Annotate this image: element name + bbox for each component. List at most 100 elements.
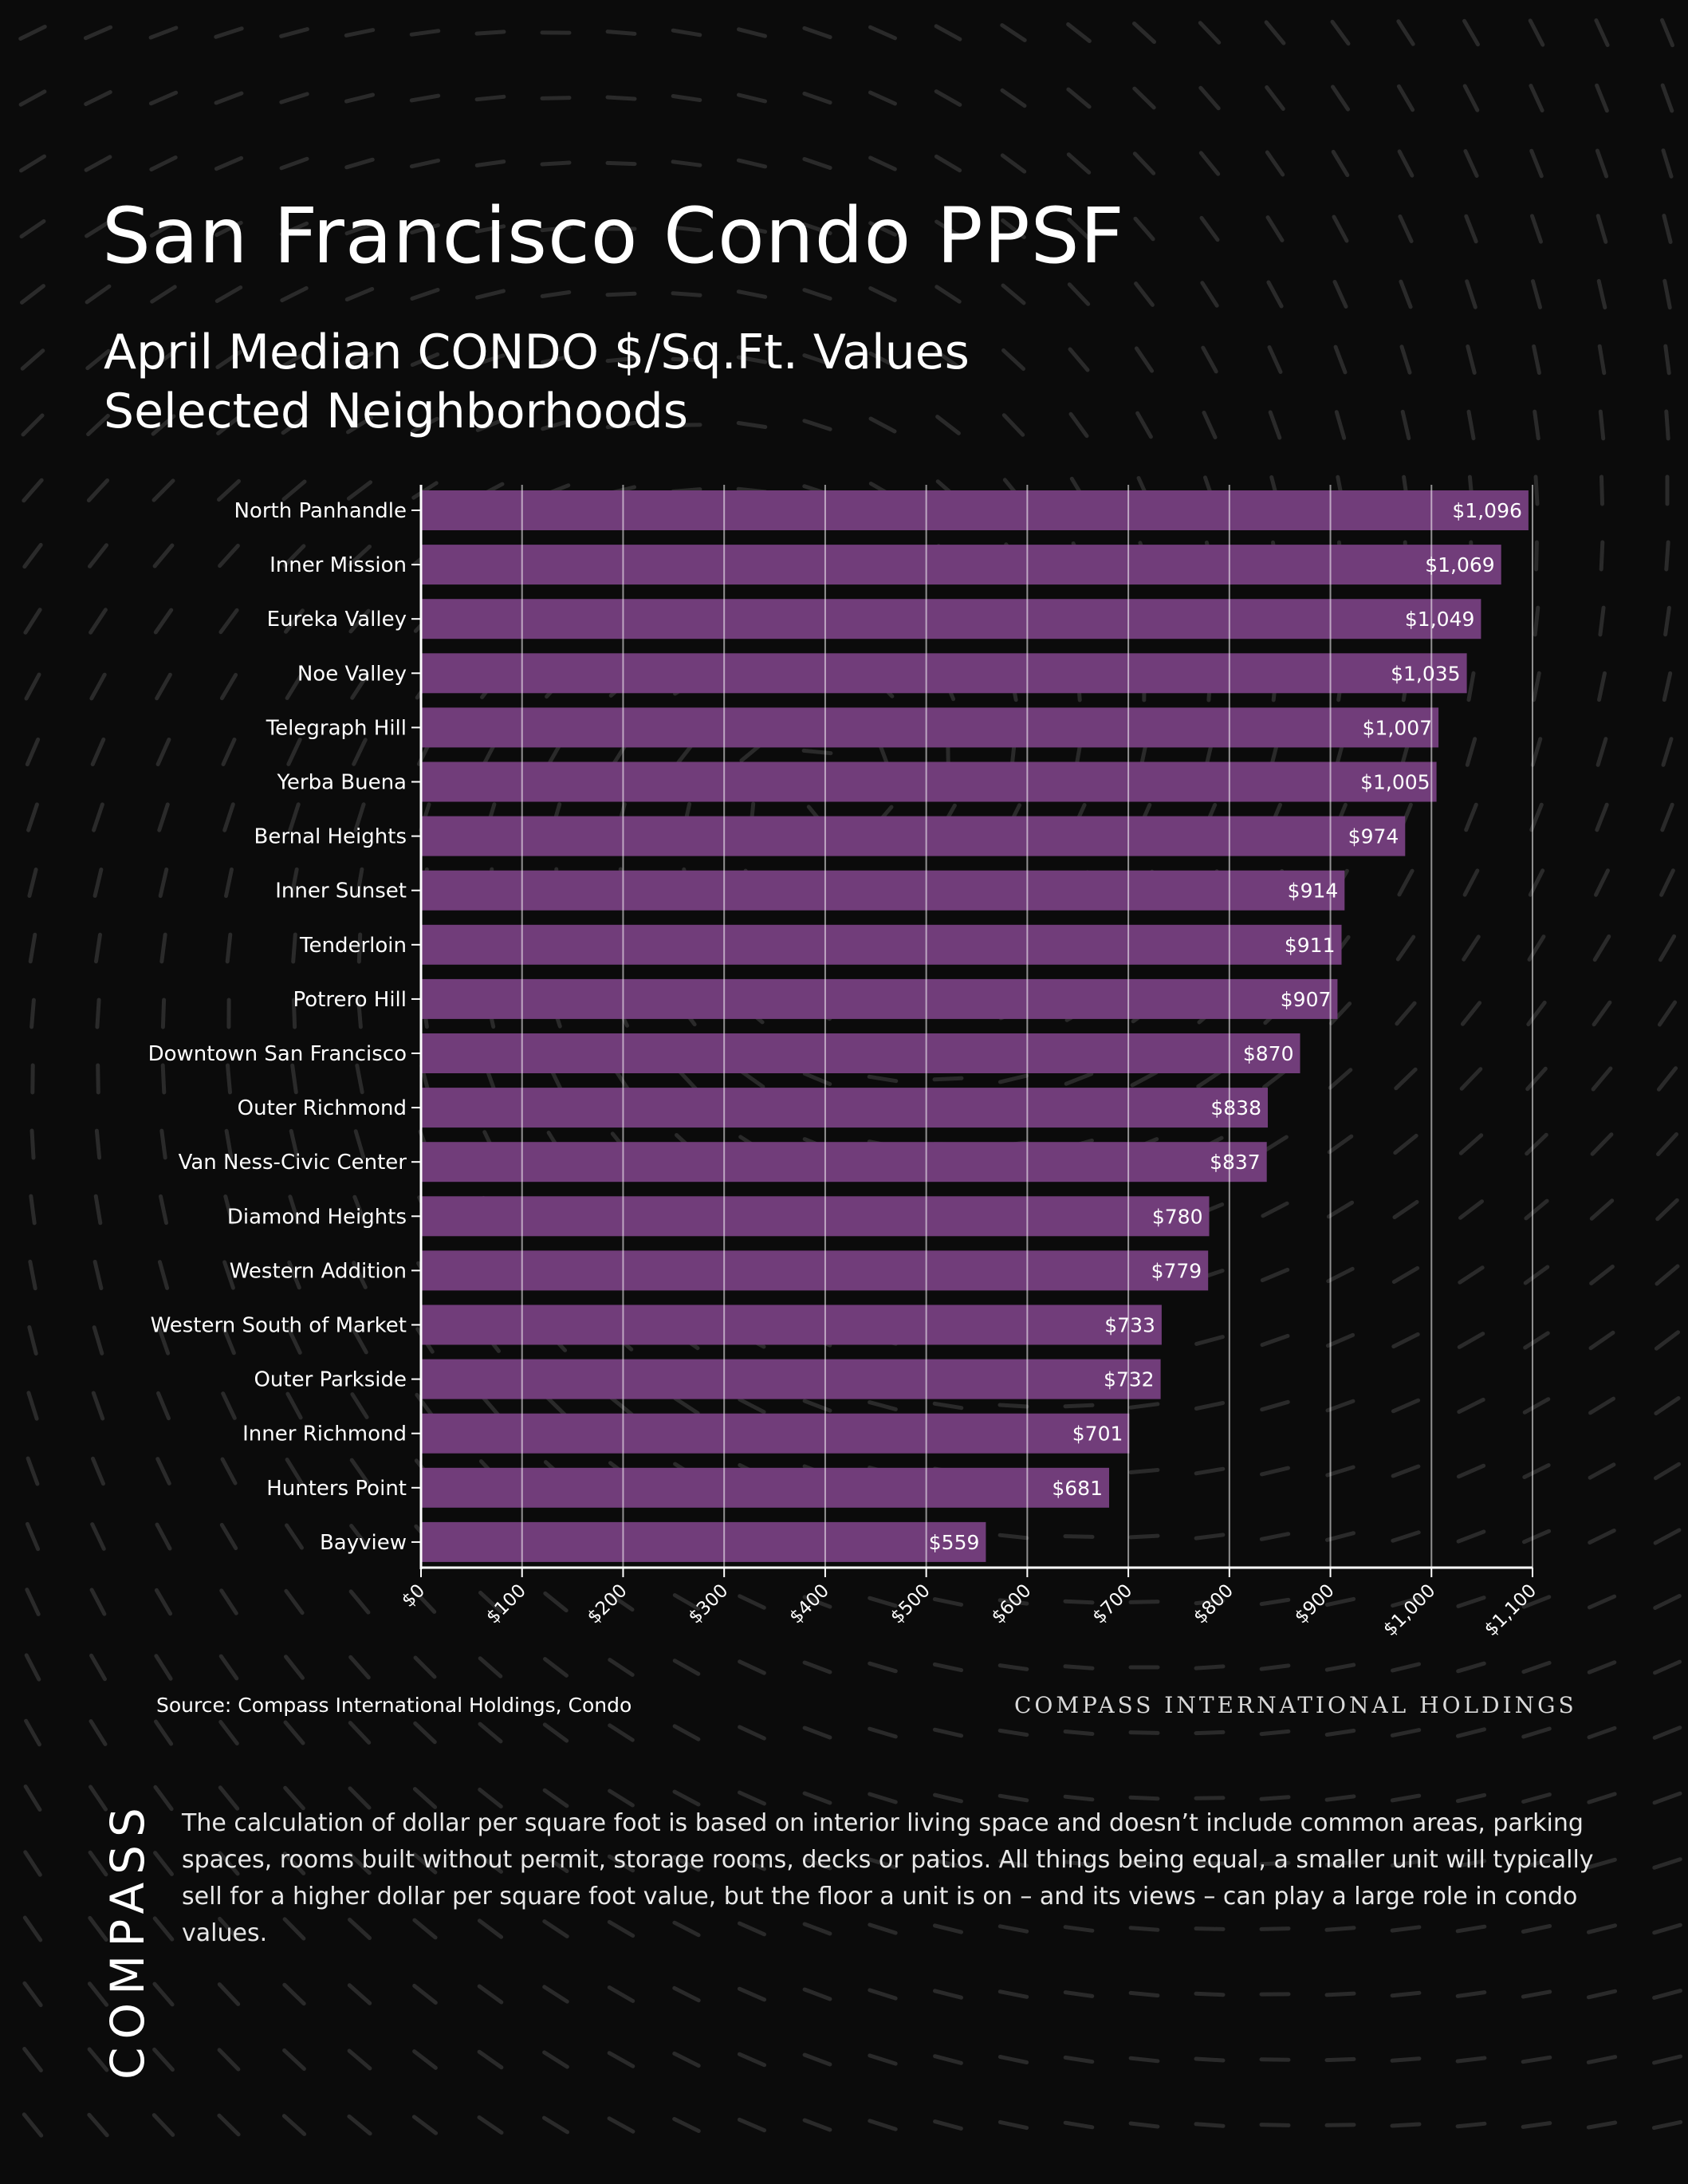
background-dash <box>1201 345 1218 374</box>
background-dash <box>1598 605 1606 637</box>
background-dash <box>218 1720 239 1745</box>
background-dash <box>21 413 45 437</box>
background-dash <box>1390 2122 1422 2128</box>
background-dash <box>1456 1463 1486 1479</box>
background-dash <box>344 92 375 104</box>
background-dash <box>1466 671 1476 702</box>
background-dash <box>1259 1860 1291 1867</box>
background-dash <box>1525 1066 1548 1092</box>
background-dash <box>607 2116 635 2134</box>
background-dash <box>220 1457 238 1486</box>
x-tick-label: $200 <box>584 1580 632 1628</box>
background-dash <box>29 1194 37 1226</box>
background-dash <box>1068 411 1089 439</box>
background-dash <box>1260 1466 1290 1477</box>
background-dash <box>1595 802 1609 832</box>
background-dash <box>84 90 112 106</box>
background-dash <box>86 478 110 502</box>
background-dash <box>541 419 571 431</box>
background-dash <box>1391 1332 1420 1349</box>
background-dash <box>214 220 243 238</box>
background-dash <box>802 222 832 235</box>
background-dash <box>1391 1398 1421 1414</box>
background-dash <box>997 2119 1029 2131</box>
background-dash <box>1653 1528 1682 1545</box>
background-dash <box>289 867 299 899</box>
background-dash <box>1390 1728 1422 1737</box>
background-dash <box>1260 1267 1290 1283</box>
background-dash <box>540 355 572 364</box>
background-dash <box>542 1722 569 1743</box>
bar <box>421 1467 1109 1508</box>
background-dash <box>155 1522 172 1551</box>
background-dash <box>1001 413 1025 437</box>
background-dash <box>1664 409 1670 441</box>
background-dash <box>738 1659 766 1675</box>
background-dash <box>156 1325 171 1356</box>
background-dash <box>1331 149 1350 178</box>
background-dash <box>1390 1990 1422 1998</box>
category-label: Downtown San Francisco <box>148 1042 407 1066</box>
background-dash <box>1533 605 1540 637</box>
background-dash <box>1266 280 1284 309</box>
background-dash <box>868 286 897 302</box>
background-dash <box>349 1458 370 1485</box>
category-label: Noe Valley <box>297 662 407 686</box>
background-dash <box>94 932 102 964</box>
background-dash <box>477 2049 504 2070</box>
background-dash <box>933 1792 963 1804</box>
background-dash <box>23 1785 42 1812</box>
background-dash <box>997 1533 1029 1541</box>
background-dash <box>285 1458 304 1485</box>
background-dash <box>802 26 832 40</box>
background-dash <box>1521 1595 1552 1609</box>
background-dash <box>415 1392 435 1419</box>
background-dash <box>1265 85 1285 111</box>
background-dash <box>410 352 440 368</box>
background-dash <box>801 748 833 756</box>
background-dash <box>736 421 768 429</box>
background-dash <box>1396 19 1415 46</box>
background-dash <box>150 349 177 370</box>
background-dash <box>1596 214 1608 244</box>
background-dash <box>802 353 832 366</box>
background-dash <box>87 1981 109 2007</box>
background-dash <box>1128 1990 1160 1998</box>
background-dash <box>89 672 107 701</box>
background-dash <box>23 1850 42 1877</box>
background-dash <box>1465 279 1477 309</box>
background-dash <box>672 2051 701 2068</box>
background-dash <box>1522 1463 1551 1479</box>
background-dash <box>214 155 244 171</box>
background-dash <box>410 288 440 301</box>
background-dash <box>351 1326 368 1355</box>
background-dash <box>88 1915 108 1942</box>
background-dash <box>283 1720 305 1745</box>
background-dash <box>738 1725 766 1741</box>
data-label: $732 <box>1104 1368 1155 1391</box>
background-dash <box>738 1790 766 1806</box>
background-dash <box>1135 411 1153 439</box>
background-dash <box>27 1325 38 1356</box>
background-dash <box>1587 1660 1617 1674</box>
background-dash <box>1521 1660 1552 1674</box>
brand-wordmark: COMPASS INTERNATIONAL HOLDINGS <box>1014 1692 1577 1718</box>
background-dash <box>1455 1924 1487 1934</box>
bar <box>421 653 1467 694</box>
background-dash <box>934 24 962 41</box>
background-dash <box>151 2113 175 2137</box>
background-dash <box>477 1984 504 2005</box>
background-dash <box>221 1391 237 1420</box>
background-dash <box>1662 214 1673 244</box>
background-dash <box>738 1397 766 1415</box>
background-dash <box>1458 1199 1484 1220</box>
background-dash <box>1068 347 1090 372</box>
background-dash <box>225 932 233 964</box>
background-dash <box>1455 2121 1487 2129</box>
data-label: $1,069 <box>1425 553 1494 576</box>
background-dash <box>868 1792 898 1804</box>
background-dash <box>287 1260 301 1290</box>
background-dash <box>1522 1397 1551 1415</box>
background-dash <box>543 1657 569 1678</box>
background-dash <box>1652 1857 1682 1870</box>
